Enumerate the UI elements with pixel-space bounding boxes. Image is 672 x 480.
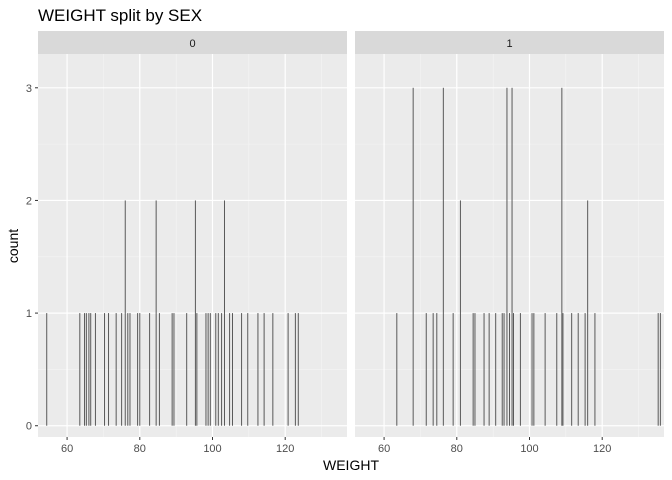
histogram-bar xyxy=(657,313,659,426)
histogram-bar xyxy=(584,313,586,426)
histogram-bar xyxy=(173,313,175,426)
histogram-bar xyxy=(432,313,434,426)
x-tick-label: 80 xyxy=(451,443,463,455)
histogram-bar xyxy=(561,87,563,426)
histogram-bar xyxy=(205,313,207,426)
histogram-bar xyxy=(474,313,476,426)
histogram-bar xyxy=(149,313,151,426)
histogram-bar xyxy=(171,313,173,426)
histogram-bar xyxy=(503,313,505,426)
histogram-bar xyxy=(155,200,157,426)
x-tick-label: 100 xyxy=(203,443,221,455)
histogram-bar xyxy=(452,313,454,426)
histogram-bar xyxy=(223,200,225,426)
histogram-bar xyxy=(587,200,589,426)
histogram-bar xyxy=(129,313,131,426)
facet-panel-0: 0 60 80 100 120 0 1 2 3 xyxy=(26,31,347,455)
histogram-bar xyxy=(209,313,211,426)
chart-title: WEIGHT split by SEX xyxy=(38,6,202,25)
x-tick-label: 120 xyxy=(276,443,294,455)
histogram-bar xyxy=(472,313,474,426)
histogram-bar xyxy=(247,313,249,426)
histogram-bar xyxy=(108,313,110,426)
histogram-bar xyxy=(84,313,86,426)
histogram-bar xyxy=(442,87,444,426)
histogram-bar xyxy=(121,313,123,426)
y-axis-title: count xyxy=(5,229,21,263)
histogram-bar xyxy=(506,87,508,426)
histogram-bar xyxy=(194,200,196,426)
histogram-bar xyxy=(88,313,90,426)
histogram-bar xyxy=(215,313,217,426)
histogram-bar xyxy=(495,313,497,426)
histogram-bar xyxy=(186,313,188,426)
histogram-bar xyxy=(139,313,141,426)
histogram-bar xyxy=(594,313,596,426)
histogram-bar xyxy=(104,313,106,426)
y-tick-label: 0 xyxy=(26,421,32,433)
histogram-bar xyxy=(533,313,535,426)
x-axis-title: WEIGHT xyxy=(323,457,379,473)
histogram-bar xyxy=(115,313,117,426)
histogram-bar xyxy=(231,313,233,426)
histogram-bar xyxy=(436,313,438,426)
histogram-bar xyxy=(79,313,81,426)
histogram-bar xyxy=(263,313,265,426)
histogram-bar xyxy=(217,313,219,426)
histogram-bar xyxy=(137,313,139,426)
histogram-bar xyxy=(556,313,558,426)
histogram-bar xyxy=(221,313,223,426)
y-tick-label: 3 xyxy=(26,83,32,95)
histogram-bar xyxy=(207,313,209,426)
histogram-bar xyxy=(94,313,96,426)
x-tick-label: 120 xyxy=(593,443,611,455)
x-tick-label: 60 xyxy=(378,443,390,455)
histogram-bar xyxy=(571,313,573,426)
facet-strip xyxy=(38,31,347,54)
histogram-bar xyxy=(196,313,198,426)
histogram-bar xyxy=(488,313,490,426)
histogram-bar xyxy=(158,313,160,426)
facet-strip xyxy=(355,31,664,54)
histogram-bar xyxy=(297,313,299,426)
histogram-bar xyxy=(519,313,521,426)
histogram-bar xyxy=(127,313,129,426)
histogram-bar xyxy=(425,313,427,426)
histogram-bar xyxy=(272,313,274,426)
histogram-bar xyxy=(124,200,126,426)
histogram-bar xyxy=(512,313,514,426)
facet-strip-label: 0 xyxy=(189,38,195,50)
histogram-bar xyxy=(511,87,513,426)
histogram-bar xyxy=(229,313,231,426)
y-tick-label: 1 xyxy=(26,308,32,320)
histogram-bar xyxy=(501,313,503,426)
histogram-bar xyxy=(483,313,485,426)
x-tick-label: 80 xyxy=(134,443,146,455)
histogram-bar xyxy=(412,87,414,426)
x-tick-label: 60 xyxy=(61,443,73,455)
histogram-bar xyxy=(85,313,87,426)
histogram-bar xyxy=(241,313,243,426)
histogram-bar xyxy=(287,313,289,426)
histogram-bar xyxy=(90,313,92,426)
histogram-bar xyxy=(509,313,510,426)
x-tick-label: 100 xyxy=(520,443,538,455)
histogram-bar xyxy=(562,313,564,426)
facet-strip-label: 1 xyxy=(506,38,512,50)
histogram-bar xyxy=(531,313,533,426)
histogram-bar xyxy=(544,313,546,426)
histogram-bar xyxy=(396,313,398,426)
histogram-bar xyxy=(294,313,296,426)
histogram-bar xyxy=(459,200,461,426)
histogram-bar xyxy=(257,313,259,426)
histogram-bar xyxy=(46,313,48,426)
facet-panel-1: 1 60 80 100 120 xyxy=(355,31,664,455)
y-tick-label: 2 xyxy=(26,195,32,207)
histogram-bar xyxy=(659,313,661,426)
histogram-bar xyxy=(577,313,579,426)
